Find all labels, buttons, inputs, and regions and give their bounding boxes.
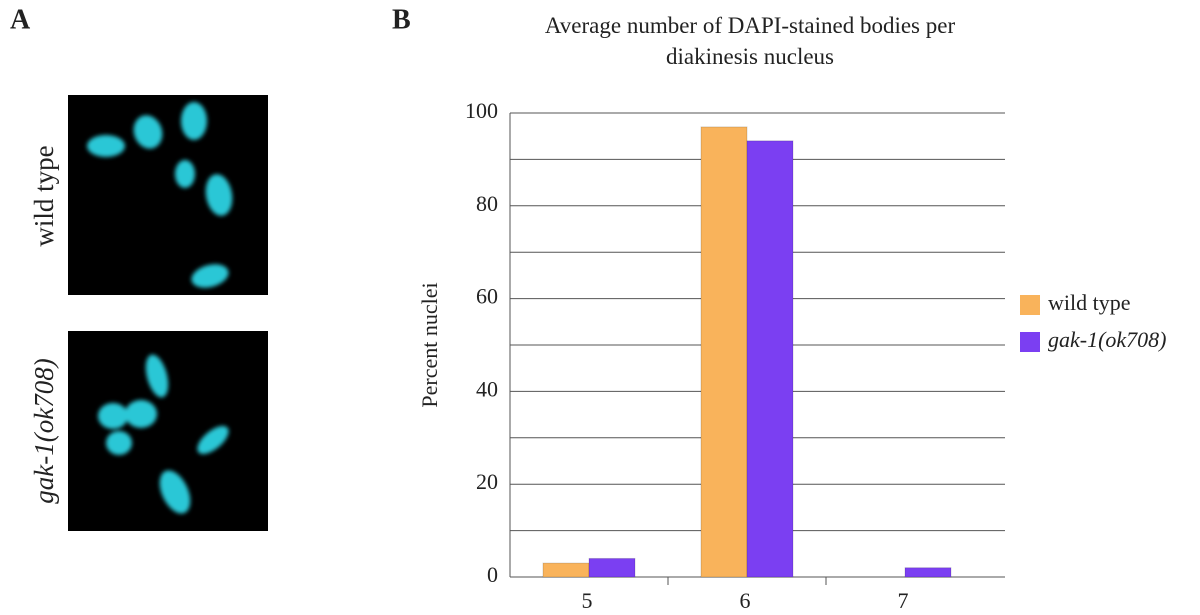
legend-swatch [1020,332,1040,352]
y-tick-label: 0 [487,562,498,587]
nuclei [87,102,233,288]
x-tick-label: 7 [898,588,909,613]
legend-label: wild type [1048,290,1131,315]
bar [700,126,748,578]
y-tick-label: 20 [476,469,498,494]
y-tick-label: 40 [476,376,498,401]
image-label: wild type [29,145,59,246]
bar [904,567,952,578]
y-tick-label: 80 [476,191,498,216]
chart-title: Average number of DAPI-stained bodies pe… [544,13,956,69]
legend-label: gak-1(ok708) [1048,327,1167,352]
panel-label: A [10,4,31,35]
bar [746,140,794,578]
y-tick-label: 60 [476,284,498,309]
bar [588,557,636,578]
micrograph [68,95,268,295]
panel-label: B [392,4,411,35]
x-tick-label: 6 [740,588,751,613]
y-tick-label: 100 [465,98,498,123]
bar [542,562,590,578]
image-label: gak-1(ok708) [29,358,59,503]
legend-swatch [1020,295,1040,315]
x-tick-label: 5 [582,588,593,613]
nuclei [98,354,229,514]
y-axis-label: Percent nuclei [417,282,442,407]
